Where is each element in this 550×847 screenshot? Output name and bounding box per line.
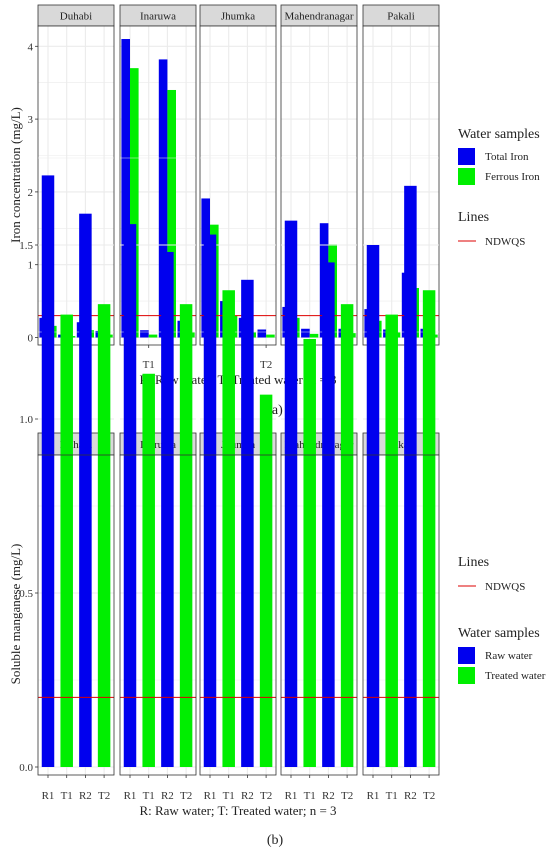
legend-lines-title: Lines	[458, 210, 489, 225]
bar-raw-water	[366, 245, 380, 767]
bar-treated-water	[340, 304, 354, 767]
bar-treated-water	[97, 304, 111, 767]
panel-border	[280, 25, 358, 346]
bar-ferrous-iron	[130, 68, 139, 338]
panel-border	[199, 454, 277, 776]
bar-ferrous-iron	[167, 89, 176, 338]
x-tick-label: T1	[386, 790, 398, 802]
x-tick-label: T2	[341, 790, 353, 802]
y-tick-label: 1.0	[19, 414, 33, 426]
panel-border	[362, 25, 440, 346]
legend-key-blue	[458, 647, 475, 664]
bar-treated-water	[259, 394, 273, 767]
panel-border	[280, 454, 358, 776]
legend-sample-label: Treated water	[485, 670, 546, 682]
x-axis-title: R: Raw water; T: Treated water; n = 3	[139, 803, 336, 818]
x-tick-label: R2	[241, 790, 254, 802]
facet-title: Duhabi	[60, 11, 92, 23]
facet-title: Mahendranagar	[284, 439, 353, 451]
y-axis-title: Iron concentration (mg/L)	[8, 107, 23, 243]
x-tick-label: T1	[304, 790, 316, 802]
bar-total-iron	[140, 330, 149, 338]
legend-lines-title: Lines	[458, 555, 489, 570]
x-tick-label: R2	[79, 790, 92, 802]
legend-key-green	[458, 667, 475, 684]
x-tick-label: R1	[124, 790, 137, 802]
legend-sample-label: Total Iron	[485, 151, 529, 163]
bar-raw-water	[241, 279, 254, 767]
y-axis-title: Soluble manganese (mg/L)	[8, 544, 23, 685]
bar-raw-water	[79, 213, 92, 767]
bar-ferrous-iron	[266, 334, 275, 338]
bar-treated-water	[422, 290, 436, 767]
x-tick-label: T1	[143, 359, 155, 371]
x-tick-label: R1	[285, 790, 298, 802]
facet-title: Pakali	[387, 11, 415, 23]
y-tick-label: 1.5	[19, 240, 33, 252]
y-tick-label: 0.5	[19, 588, 33, 600]
bar-total-iron	[257, 329, 267, 338]
y-tick-label: 2	[28, 187, 34, 199]
panel-border	[119, 454, 197, 776]
bar-raw-water	[284, 220, 298, 767]
bar-treated-water	[303, 338, 316, 767]
facet-title: Inaruwa	[140, 11, 176, 23]
x-tick-label: R1	[42, 790, 55, 802]
y-tick-label: 3	[28, 114, 34, 126]
y-tick-label: 0	[28, 333, 34, 345]
bar-treated-water	[385, 314, 398, 767]
legend-samples-title: Water samples	[458, 127, 540, 142]
bar-treated-water	[222, 290, 235, 767]
x-tick-label: T2	[260, 359, 272, 371]
bar-treated-water	[60, 314, 73, 767]
bar-raw-water	[203, 234, 217, 767]
panel-border	[119, 25, 197, 346]
bar-raw-water	[404, 185, 417, 768]
legend-key-blue	[458, 148, 475, 165]
facet-title: Mahendranagar	[284, 11, 353, 23]
legend-sample-label: Ferrous Iron	[485, 171, 540, 183]
legend-ndwqs-label: NDWQS	[485, 236, 525, 248]
x-tick-label: T2	[98, 790, 110, 802]
panel-label: (b)	[267, 833, 284, 847]
bar-treated-water	[142, 373, 155, 767]
bar-total-iron	[301, 328, 310, 338]
bar-raw-water	[161, 251, 174, 767]
bar-total-iron	[158, 59, 168, 338]
x-tick-label: R2	[161, 790, 174, 802]
x-tick-label: R1	[204, 790, 217, 802]
bar-raw-water	[322, 262, 335, 767]
x-tick-label: T1	[223, 790, 235, 802]
x-tick-label: T1	[143, 790, 155, 802]
panel-border	[37, 454, 115, 776]
x-tick-label: T2	[423, 790, 435, 802]
bar-ferrous-iron	[309, 333, 319, 338]
bar-ferrous-iron	[148, 334, 158, 338]
bar-treated-water	[179, 304, 193, 767]
x-tick-label: T2	[180, 790, 192, 802]
x-tick-label: T1	[61, 790, 73, 802]
legend-key-green	[458, 168, 475, 185]
y-tick-label: 0.0	[19, 762, 33, 774]
x-tick-label: R1	[367, 790, 380, 802]
y-tick-label: 4	[28, 41, 34, 53]
x-tick-label: T2	[260, 790, 272, 802]
panel-border	[199, 25, 277, 346]
x-tick-label: R2	[404, 790, 417, 802]
bar-raw-water	[41, 175, 55, 767]
facet-title: Jhumka	[221, 11, 255, 23]
y-tick-label: 1	[28, 260, 34, 272]
legend-ndwqs-label: NDWQS	[485, 581, 525, 593]
panel-border	[362, 454, 440, 776]
bar-raw-water	[123, 224, 137, 767]
legend-sample-label: Raw water	[485, 650, 533, 662]
legend-samples-title: Water samples	[458, 626, 540, 641]
bar-total-iron	[121, 39, 130, 338]
x-tick-label: R2	[322, 790, 335, 802]
panel-border	[37, 25, 115, 346]
